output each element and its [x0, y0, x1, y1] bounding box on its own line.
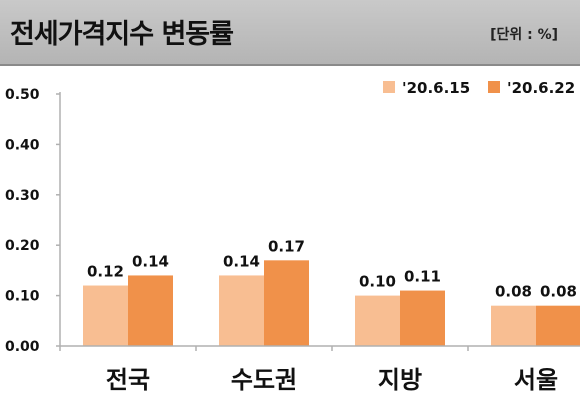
- y-tick-label: 0.20: [5, 238, 40, 254]
- y-tick-label: 0.00: [5, 339, 40, 355]
- bar-1: [491, 305, 536, 346]
- bar-2: [128, 275, 173, 346]
- x-category-label: 지방: [378, 366, 422, 394]
- bar-2: [264, 260, 309, 346]
- legend-swatch-2: [488, 81, 500, 93]
- data-label: 0.14: [132, 252, 169, 270]
- x-category-label: 전국: [106, 366, 150, 394]
- chart-header: 전세가격지수 변동률 [단위 : %]: [0, 0, 580, 66]
- data-label: 0.14: [223, 252, 260, 270]
- y-tick-label: 0.40: [5, 137, 40, 153]
- y-tick-label: 0.30: [5, 188, 40, 204]
- unit-label: [단위 : %]: [490, 27, 558, 43]
- chart-title: 전세가격지수 변동률: [10, 19, 234, 50]
- legend-label: '20.6.22: [507, 79, 575, 97]
- data-label: 0.11: [404, 268, 441, 286]
- bar-2: [400, 290, 445, 346]
- data-label: 0.08: [540, 283, 577, 301]
- data-label: 0.17: [268, 237, 305, 255]
- y-tick-label: 0.10: [5, 289, 40, 305]
- x-category-label: 서울: [514, 366, 558, 394]
- data-label: 0.10: [359, 273, 396, 291]
- bar-1: [355, 295, 400, 346]
- data-label: 0.08: [495, 283, 532, 301]
- data-label: 0.12: [87, 263, 124, 281]
- bar-1: [83, 285, 128, 346]
- y-tick-label: 0.50: [5, 87, 40, 103]
- legend-label: '20.6.15: [402, 79, 470, 97]
- bar-1: [219, 275, 264, 346]
- bar-2: [536, 305, 580, 346]
- legend-swatch-1: [383, 81, 395, 93]
- x-category-label: 수도권: [231, 366, 297, 394]
